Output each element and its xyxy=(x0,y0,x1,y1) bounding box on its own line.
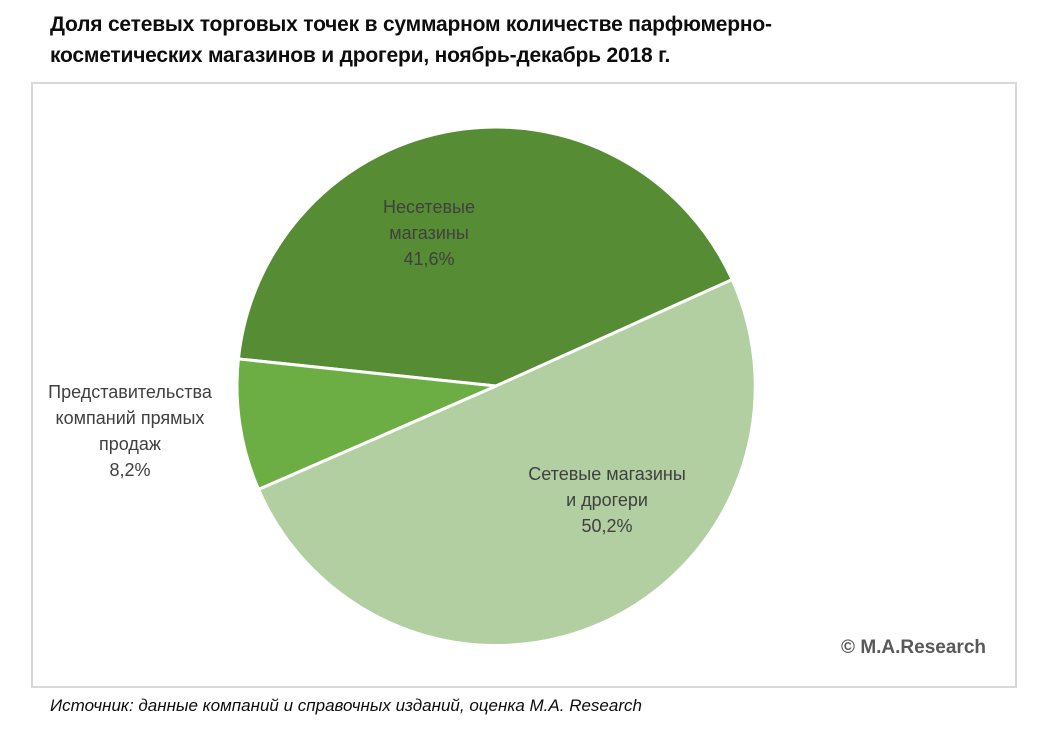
source-note: Источник: данные компаний и справочных и… xyxy=(50,696,642,715)
slice-value-label: 50,2% xyxy=(581,516,633,536)
pie-slice-1 xyxy=(257,278,757,647)
chart-title-line-1: Доля сетевых торговых точек в суммарном … xyxy=(50,13,772,36)
slice-label-direct-sales: Представительства компаний прямых продаж… xyxy=(35,379,225,483)
pie-chart xyxy=(235,125,757,647)
pie-slice-2 xyxy=(235,357,498,491)
slice-label-line: продаж xyxy=(99,434,161,454)
plot-area: Несетевые магазины 41,6% Сетевые магазин… xyxy=(31,82,1017,688)
slice-label-line: Несетевые xyxy=(383,197,475,217)
slice-label-line: компаний прямых xyxy=(55,408,205,428)
watermark: © M.A.Research xyxy=(841,637,986,658)
slice-label-chain-stores: Сетевые магазины и дрогери 50,2% xyxy=(497,461,717,539)
chart-title-line-2: косметических магазинов и дрогери, ноябр… xyxy=(50,44,671,67)
slice-label-line: Представительства xyxy=(48,382,212,402)
pie-slice-0 xyxy=(236,125,734,388)
slice-value-label: 8,2% xyxy=(109,460,151,480)
slice-label-line: Сетевые магазины xyxy=(528,464,686,484)
slice-label-nonchain-stores: Несетевые магазины 41,6% xyxy=(329,194,529,272)
slice-label-line: и дрогери xyxy=(566,490,648,510)
slice-value-label: 41,6% xyxy=(403,249,455,269)
chart-title: Доля сетевых торговых точек в суммарном … xyxy=(50,9,1010,71)
slice-label-line: магазины xyxy=(389,223,469,243)
